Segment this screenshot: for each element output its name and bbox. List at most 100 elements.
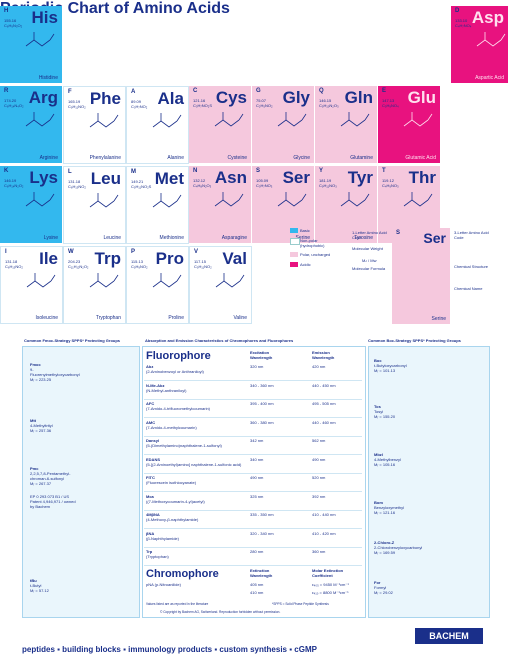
key-example-code: S xyxy=(396,230,401,236)
emission-value: 520 nm xyxy=(312,475,326,480)
aa-code: G xyxy=(256,88,261,94)
aa-name: Asparagine xyxy=(221,235,247,241)
aa-code: A xyxy=(131,89,136,95)
fluorophore-name: Dansyl (5-(Dimethylamino)naphthalene-1-su… xyxy=(146,438,222,448)
excitation-value: 320 nm xyxy=(250,364,264,369)
fluorophore-heading: Fluorophore xyxy=(146,350,211,362)
aa-mw-formula: 133.10 C₄H₇NO₄ xyxy=(455,18,472,28)
structure-icon xyxy=(89,193,119,208)
aa-code: Y xyxy=(319,168,324,174)
aa-abbr: Lys xyxy=(29,168,58,187)
fluorophore-name: βNA (β-Naphthylamide) xyxy=(146,530,179,541)
note-spps: *SPPS = Solid Phase Peptide Synthesis xyxy=(272,602,329,606)
aa-mw-formula: 147.13 C₅H₉NO₄ xyxy=(382,98,399,108)
aa-abbr: His xyxy=(31,8,58,27)
aa-mw-formula: 146.15 C₅H₁₀N₂O₃ xyxy=(319,98,339,108)
row-divider xyxy=(144,435,362,437)
boc-group: For Formyl Mᵣ = 29.02 xyxy=(374,580,393,595)
key-example-name: Serine xyxy=(431,316,446,322)
aa-abbr: Tyr xyxy=(347,168,373,187)
excitation-value: 360 - 380 nm xyxy=(250,419,274,425)
aa-abbr: Gly xyxy=(282,88,310,107)
aa-abbr: Pro xyxy=(155,249,184,268)
key-label-structure: Chemical Structure xyxy=(454,264,489,269)
boc-group: Mbzl 4-Methylbenzyl Mᵣ = 105.16 xyxy=(374,452,401,467)
aa-name: Tryptophan xyxy=(95,315,121,321)
structure-icon xyxy=(403,112,433,127)
structure-icon xyxy=(403,192,433,207)
absorption-header: Absorption and Emission Characteristics … xyxy=(145,338,294,343)
emission-value: 410 - 440 nm xyxy=(312,512,336,517)
emission-value: 440 - 460 nm xyxy=(312,419,336,425)
aa-abbr: Cys xyxy=(215,88,247,107)
key-example-cell: S Ser Serine xyxy=(392,228,450,324)
aa-abbr: Ala xyxy=(157,89,184,108)
structure-icon xyxy=(152,273,182,288)
boc-group: Bom Benzyloxymethyl Mᵣ = 121.16 xyxy=(374,500,405,515)
row-divider xyxy=(144,454,362,455)
aa-abbr: Arg xyxy=(28,88,58,107)
fmoc-panel xyxy=(22,346,140,618)
fluorophore-name: Abz (2-Aminobenzoyl or Anthraniloyl) xyxy=(146,364,204,374)
aa-mw-formula: 119.12 C₄H₉NO₃ xyxy=(382,178,399,188)
aa-name: Glutamine xyxy=(350,155,373,161)
aa-code: F xyxy=(68,89,72,95)
key-label-mn: Mₙ / Mᴡ xyxy=(362,258,377,263)
row-divider xyxy=(144,546,362,548)
emission-value: 392 nm xyxy=(312,493,326,499)
fluorophore-name: N-Me-Abz (N-Methyl-anthraniloyl) xyxy=(146,382,187,393)
excitation-value: 340 nm xyxy=(250,456,264,462)
aa-name: Proline xyxy=(168,315,184,321)
aa-name: Methionine xyxy=(159,235,184,241)
legend-polar: Polar, uncharged xyxy=(300,252,331,257)
row-divider xyxy=(144,417,362,418)
amino-acid-cell: P Pro 115.13 C₅H₉NO₂ Proline xyxy=(126,246,189,324)
excitation-value: 490 nm xyxy=(250,475,264,480)
aa-name: Histidine xyxy=(38,75,58,81)
structure-icon xyxy=(25,32,55,47)
row-divider xyxy=(144,472,362,474)
structure-icon xyxy=(214,192,244,207)
aa-name: Lysine xyxy=(43,235,58,241)
aa-code: T xyxy=(382,168,386,174)
aa-mw-formula: 121.16 C₃H₇NO₂S xyxy=(193,98,213,108)
aa-abbr: Ile xyxy=(39,249,58,268)
structure-icon xyxy=(214,112,244,127)
aa-code: H xyxy=(4,8,9,14)
aa-mw-formula: 181.19 C₉H₁₁NO₃ xyxy=(319,178,337,188)
key-label-formula: Molecular Formula xyxy=(352,266,386,271)
amino-acid-cell: W Trp 204.23 C₁₁H₁₂N₂O₂ Tryptophan xyxy=(63,246,126,324)
chromophore-name: pNA (p-Nitroanilide) xyxy=(146,582,181,587)
extinction-wavelength: 410 nm xyxy=(250,590,264,595)
structure-icon xyxy=(25,192,55,207)
aa-abbr: Glu xyxy=(407,88,436,107)
aa-abbr: Asp xyxy=(471,8,504,27)
amino-acid-cell: N Asn 132.12 C₄H₈N₂O₃ Asparagine xyxy=(189,166,252,244)
aa-mw-formula: 174.20 C₆H₁₄N₄O₂ xyxy=(4,98,24,108)
aa-abbr: Leu xyxy=(90,169,121,188)
aa-name: Alanine xyxy=(167,155,184,161)
footer-tagline: peptides ▪ building blocks ▪ immunology … xyxy=(22,645,317,654)
fluorophore-col-excitation: Excitation Wavelength xyxy=(250,350,273,360)
row-divider xyxy=(144,380,362,381)
aa-abbr: Gln xyxy=(344,88,373,107)
aa-code: C xyxy=(193,88,198,94)
excitation-value: 342 nm xyxy=(250,438,264,443)
aa-code: M xyxy=(131,169,136,175)
amino-acid-cell: K Lys 146.19 C₆H₁₄N₂O₂ Lysine xyxy=(0,166,63,244)
amino-acid-cell: A Ala 89.09 C₃H₇NO₂ Alanine xyxy=(126,86,189,164)
amino-acid-cell: Q Gln 146.15 C₅H₁₀N₂O₃ Glutamine xyxy=(315,86,378,164)
emission-value: 562 nm xyxy=(312,438,326,443)
fmoc-group: tBu t-Butyl Mᵣ = 57.12 xyxy=(30,578,49,593)
extinction-coefficient: ε₄₀₅ = 9450 M⁻¹cm⁻¹ xyxy=(312,582,349,587)
aa-code: S xyxy=(256,168,261,174)
aa-mw-formula: 115.13 C₅H₉NO₂ xyxy=(131,259,148,269)
excitation-value: 325 nm xyxy=(250,493,264,499)
aa-mw-formula: 132.12 C₄H₈N₂O₃ xyxy=(193,178,212,188)
note-literature: Values listed are as reported in the lit… xyxy=(146,602,209,606)
aa-mw-formula: 131.18 C₆H₁₃NO₂ xyxy=(5,259,23,269)
emission-value: 490 nm xyxy=(312,456,326,462)
fluorophore-name: Trp (Tryptophan) xyxy=(146,549,169,559)
boc-header: Common Boc-Strategy SPPS* Protecting Gro… xyxy=(368,338,461,343)
row-divider xyxy=(144,565,362,566)
